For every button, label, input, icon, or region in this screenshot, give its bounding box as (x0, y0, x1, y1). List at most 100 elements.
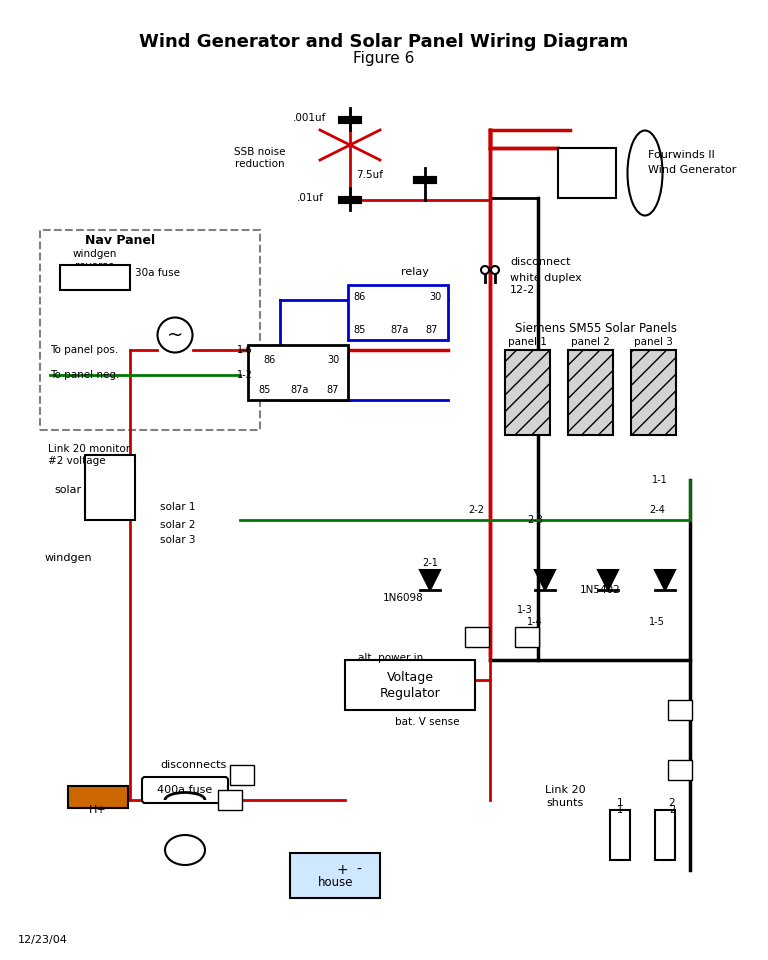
Text: C5: C5 (236, 770, 249, 780)
Text: 86: 86 (354, 292, 366, 302)
Text: 2: 2 (669, 805, 675, 815)
Text: Wind Generator: Wind Generator (648, 165, 737, 175)
Text: solar 1: solar 1 (160, 502, 196, 512)
Text: 2-1: 2-1 (422, 558, 438, 568)
Text: windgen
reverse: windgen reverse (73, 250, 118, 271)
Text: Regulator: Regulator (379, 686, 440, 700)
FancyBboxPatch shape (142, 777, 228, 803)
Text: 2-4: 2-4 (649, 505, 665, 515)
Bar (68, 786, 128, 808)
Text: relay: relay (401, 267, 429, 277)
Bar (345, 660, 475, 710)
Text: 87a: 87a (291, 385, 310, 395)
Text: Link 20: Link 20 (545, 785, 585, 795)
Text: panel 3: panel 3 (634, 337, 673, 347)
Text: 2-3: 2-3 (527, 515, 543, 525)
Polygon shape (598, 570, 618, 590)
Ellipse shape (481, 266, 489, 274)
Text: disconnect: disconnect (510, 257, 571, 267)
Polygon shape (420, 570, 440, 590)
Text: 12-2: 12-2 (510, 285, 535, 295)
Text: 1-5: 1-5 (649, 617, 665, 627)
Text: Figure 6: Figure 6 (353, 51, 415, 65)
Text: Voltage: Voltage (386, 671, 433, 684)
Text: 30: 30 (429, 292, 441, 302)
Text: 87: 87 (425, 325, 439, 335)
Text: Nav Panel: Nav Panel (85, 233, 155, 247)
Text: Siemens SM55 Solar Panels: Siemens SM55 Solar Panels (515, 322, 677, 334)
Text: 1-2: 1-2 (237, 370, 253, 380)
Bar (515, 627, 539, 647)
Text: SSB noise
reduction: SSB noise reduction (234, 147, 286, 169)
Text: Fourwinds II: Fourwinds II (648, 150, 715, 160)
Bar (248, 345, 348, 400)
Text: To panel neg.: To panel neg. (50, 370, 119, 380)
Ellipse shape (491, 266, 499, 274)
Text: 7.5uf: 7.5uf (356, 170, 383, 180)
Text: 1-3: 1-3 (517, 605, 533, 615)
Text: 86: 86 (264, 355, 276, 365)
Text: 1: 1 (617, 805, 623, 815)
Bar (218, 790, 242, 810)
Text: 1N5402: 1N5402 (580, 585, 621, 595)
Ellipse shape (157, 318, 193, 352)
Bar (60, 265, 130, 290)
Text: C2: C2 (674, 765, 687, 775)
Text: solar: solar (55, 485, 81, 495)
Bar (668, 700, 692, 720)
Text: 1-1: 1-1 (652, 475, 668, 485)
Polygon shape (655, 570, 675, 590)
Bar (40, 230, 260, 430)
Text: 2-2: 2-2 (468, 505, 484, 515)
Ellipse shape (627, 131, 663, 215)
Bar (655, 810, 675, 860)
Text: 1-6: 1-6 (237, 345, 253, 355)
Text: 400a fuse: 400a fuse (157, 785, 213, 795)
Text: 87: 87 (327, 385, 339, 395)
Text: +: + (336, 863, 348, 877)
Text: 1N6098: 1N6098 (382, 593, 423, 603)
Bar (505, 350, 550, 435)
Text: alt. power in: alt. power in (358, 653, 423, 663)
Text: shunts: shunts (546, 798, 584, 808)
Bar (668, 760, 692, 780)
Text: bat. V sense: bat. V sense (395, 717, 459, 727)
Text: solar 2: solar 2 (160, 520, 196, 530)
Bar (348, 285, 448, 340)
Text: 85: 85 (259, 385, 271, 395)
Text: 1-4: 1-4 (527, 617, 543, 627)
Text: -: - (356, 863, 361, 877)
Text: To panel pos.: To panel pos. (50, 345, 118, 355)
Text: 1: 1 (617, 798, 624, 808)
Text: .001uf: .001uf (293, 113, 326, 123)
Bar (85, 455, 135, 520)
Polygon shape (535, 570, 555, 590)
Text: solar 3: solar 3 (160, 535, 196, 545)
Text: 30a fuse: 30a fuse (135, 268, 180, 278)
Bar (230, 765, 254, 785)
Bar (631, 350, 676, 435)
Text: 12/23/04: 12/23/04 (18, 935, 68, 945)
Text: C1: C1 (223, 795, 237, 805)
Text: C3: C3 (471, 632, 483, 642)
Text: panel 2: panel 2 (571, 337, 610, 347)
Bar (610, 810, 630, 860)
Text: 87a: 87a (391, 325, 409, 335)
Text: panel 1: panel 1 (508, 337, 547, 347)
Text: C3: C3 (521, 632, 534, 642)
Text: 30: 30 (327, 355, 339, 365)
Text: .01uf: .01uf (296, 193, 323, 203)
Text: windgen: windgen (45, 553, 92, 563)
Bar (568, 350, 613, 435)
Text: 85: 85 (354, 325, 366, 335)
Text: house: house (318, 876, 354, 889)
Text: disconnects: disconnects (160, 760, 227, 770)
Bar (290, 853, 380, 898)
Text: Wind Generator and Solar Panel Wiring Diagram: Wind Generator and Solar Panel Wiring Di… (139, 33, 629, 51)
Bar (558, 148, 616, 198)
Text: Link 20 monitor
#2 voltage: Link 20 monitor #2 voltage (48, 444, 130, 466)
Ellipse shape (165, 835, 205, 865)
Text: white duplex: white duplex (510, 273, 581, 283)
Text: H+: H+ (89, 805, 107, 815)
Bar (465, 627, 489, 647)
